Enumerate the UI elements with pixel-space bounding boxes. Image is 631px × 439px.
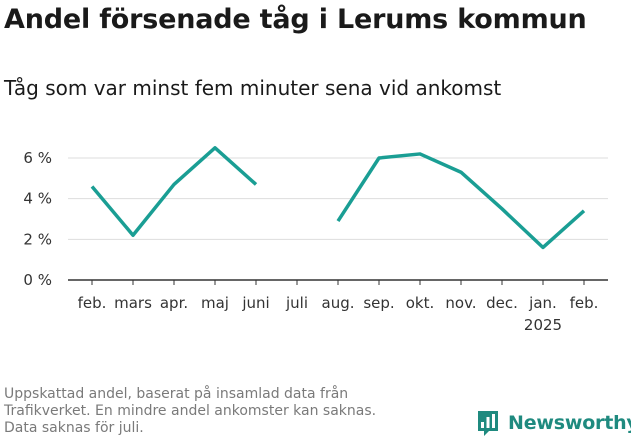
source-note: Uppskattad andel, baserat på insamlad da… <box>4 386 444 437</box>
x-tick-label: feb. <box>570 294 599 312</box>
series-line-segment <box>90 146 258 238</box>
source-note-line: Uppskattad andel, baserat på insamlad da… <box>4 386 349 402</box>
x-tick-label: feb. <box>78 294 107 312</box>
chart-title: Andel försenade tåg i Lerums kommun <box>4 4 587 35</box>
series-lines <box>90 146 586 250</box>
x-tick-label: dec. <box>486 294 518 312</box>
x-tick-label: mars <box>114 294 152 312</box>
x-tick-label: juli <box>285 294 308 312</box>
chart-subtitle: Tåg som var minst fem minuter sena vid a… <box>4 76 502 100</box>
x-tick-label: aug. <box>322 294 355 312</box>
x-tick-label: apr. <box>160 294 188 312</box>
x-tick-label: sep. <box>363 294 394 312</box>
x-tick-label: nov. <box>445 294 476 312</box>
source-note-line: Trafikverket. En mindre andel ankomster … <box>4 403 377 419</box>
line-chart: 0 % 2 % 4 % 6 % feb. mars apr. maj juni juli aug.… <box>23 146 608 334</box>
x-year-label: 2025 <box>524 316 562 334</box>
x-tick-label: maj <box>201 294 229 312</box>
y-axis-ticks: 0 % 2 % 4 % 6 % <box>23 149 52 289</box>
x-tick-label: juni <box>241 294 269 312</box>
source-note-line: Data saknas för juli. <box>4 420 144 436</box>
y-tick-label: 2 % <box>23 230 52 248</box>
brand-name: Newsworthy <box>508 412 631 434</box>
x-tick-label: okt. <box>406 294 435 312</box>
y-tick-label: 4 % <box>23 190 52 208</box>
y-tick-label: 6 % <box>23 149 52 167</box>
newsworthy-logo: Newsworthy <box>476 408 631 438</box>
series-line-segment <box>336 152 586 250</box>
x-tick-label: jan. <box>528 294 557 312</box>
x-axis: feb. mars apr. maj juni juli aug. sep. okt. nov. d… <box>68 279 608 334</box>
bar-chart-icon <box>478 411 498 436</box>
y-tick-label: 0 % <box>23 271 52 289</box>
gridlines <box>68 157 608 240</box>
